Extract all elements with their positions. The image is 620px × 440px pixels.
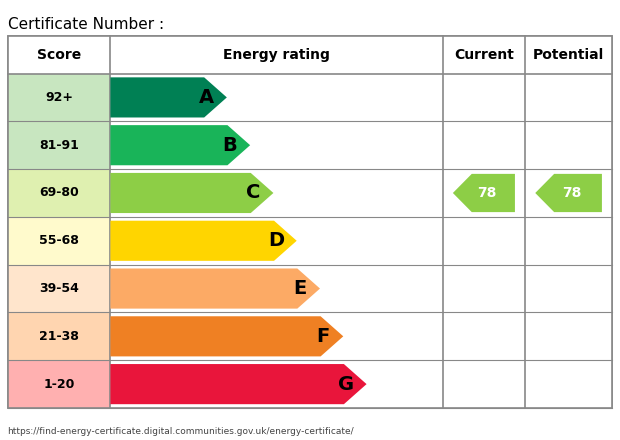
Bar [525,264,613,312]
Polygon shape [110,125,250,165]
Text: E: E [293,279,306,298]
Polygon shape [110,316,343,356]
Bar [7,169,110,217]
Bar [110,121,443,169]
Polygon shape [535,174,602,212]
Text: 92+: 92+ [45,91,73,104]
Text: D: D [268,231,285,250]
Text: 69-80: 69-80 [39,187,79,199]
Bar [525,312,613,360]
Bar [7,121,110,169]
Polygon shape [110,364,366,404]
Text: 21-38: 21-38 [39,330,79,343]
Text: Energy rating: Energy rating [223,48,330,62]
Bar [525,73,613,121]
Bar [110,217,443,264]
Polygon shape [110,221,297,261]
Text: F: F [316,327,329,346]
Bar [110,360,443,408]
FancyBboxPatch shape [7,37,613,408]
FancyBboxPatch shape [7,37,613,73]
Text: Certificate Number :: Certificate Number : [7,17,164,32]
Bar [7,360,110,408]
Text: 55-68: 55-68 [39,234,79,247]
Bar [525,121,613,169]
Bar [7,264,110,312]
Text: Current: Current [454,48,514,62]
Polygon shape [110,268,320,308]
Bar [443,360,525,408]
Text: 39-54: 39-54 [39,282,79,295]
Bar [443,312,525,360]
Bar [7,312,110,360]
Text: 78: 78 [562,186,582,200]
Text: G: G [338,374,354,394]
Bar [110,264,443,312]
Text: A: A [199,88,214,107]
Bar [110,169,443,217]
Bar [443,73,525,121]
Bar [7,73,110,121]
Text: Potential: Potential [533,48,604,62]
Text: Score: Score [37,48,81,62]
Bar [525,217,613,264]
Polygon shape [110,173,273,213]
Bar [443,169,525,217]
Text: C: C [246,183,260,202]
Text: B: B [223,136,237,155]
Bar [525,169,613,217]
Bar [525,360,613,408]
Bar [110,312,443,360]
Polygon shape [110,77,227,117]
Bar [7,37,613,408]
Bar [443,264,525,312]
Bar [443,217,525,264]
Bar [443,121,525,169]
Bar [110,73,443,121]
Bar [7,217,110,264]
Text: 1-20: 1-20 [43,378,74,391]
Text: 78: 78 [477,186,497,200]
Polygon shape [453,174,515,212]
Text: https://find-energy-certificate.digital.communities.gov.uk/energy-certificate/: https://find-energy-certificate.digital.… [7,427,354,436]
Text: 81-91: 81-91 [39,139,79,152]
